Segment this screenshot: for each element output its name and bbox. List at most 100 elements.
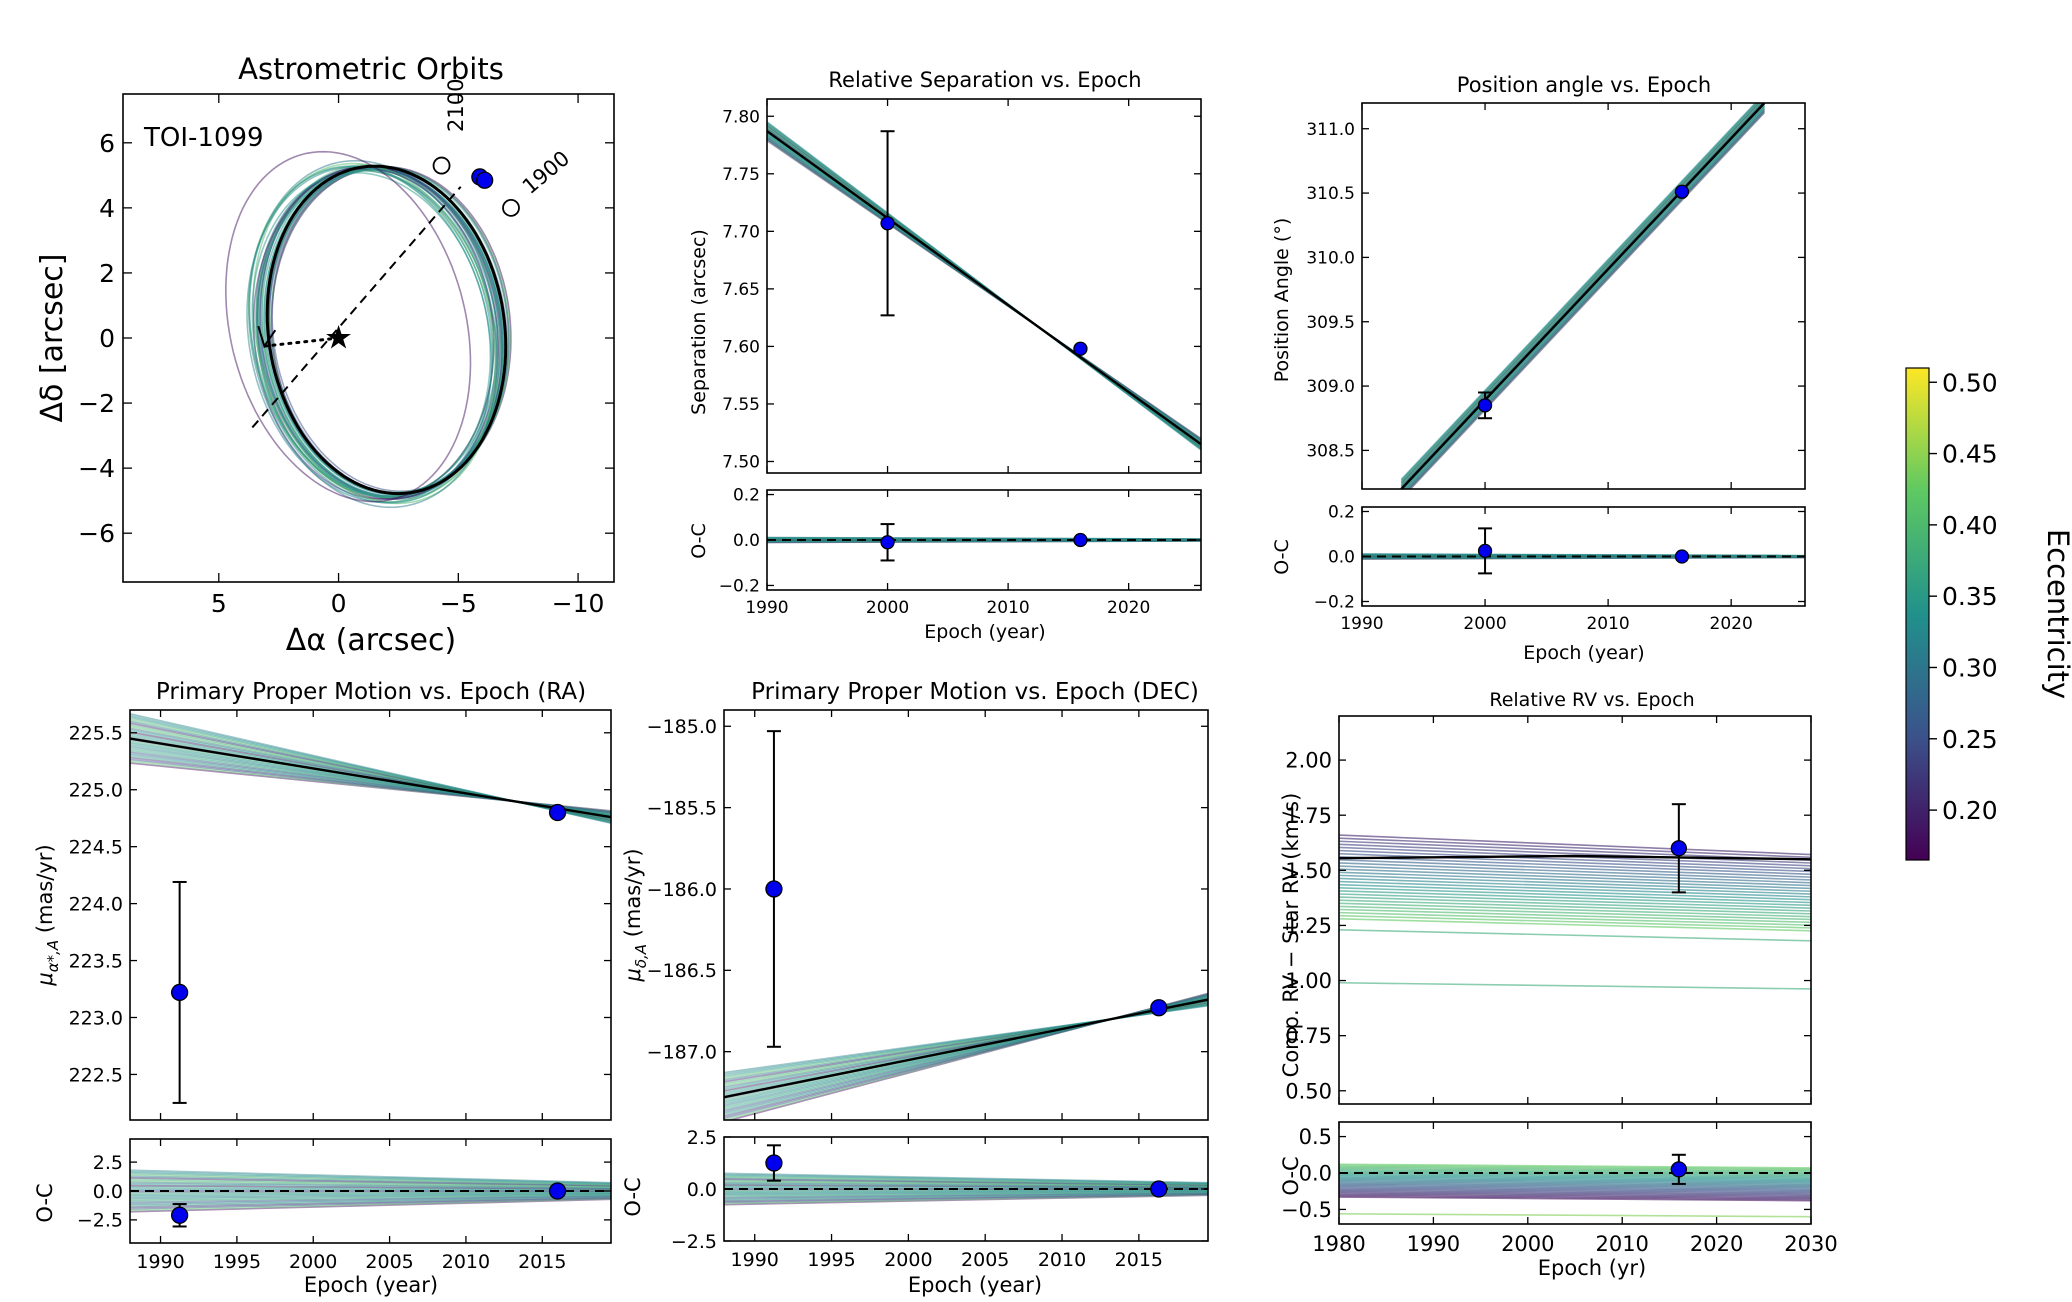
ytick-label: 7.60 <box>722 338 760 358</box>
residual-track <box>724 1180 1208 1187</box>
data-point <box>1150 999 1168 1017</box>
best-fit-line <box>767 130 1201 446</box>
posterior-track <box>1339 859 1811 878</box>
ytick-label: 7.70 <box>722 222 760 242</box>
xtick-label: 1980 <box>1312 1232 1365 1256</box>
residual-track <box>1339 1213 1811 1218</box>
xtick-label: 0 <box>331 589 347 618</box>
pmdec-residual-tracks <box>724 1172 1208 1206</box>
data-point <box>170 1206 189 1224</box>
posterior-track <box>767 138 1201 441</box>
posterior-track <box>1339 855 1811 876</box>
posterior-track <box>1339 883 1811 901</box>
xtick-label: 2020 <box>1107 598 1150 618</box>
residual-track <box>724 1192 1208 1200</box>
residual-track <box>1362 554 1805 557</box>
ytick-label: −2 <box>78 389 115 418</box>
data-point <box>1073 341 1088 356</box>
ytick-label: −186.5 <box>647 960 717 982</box>
residual-track <box>724 1174 1208 1185</box>
ytick-label: −6 <box>78 519 115 548</box>
pm-ra-residual-ylabel: O-C <box>33 1183 57 1222</box>
rv-residual-plot: 0.5 0.0 −0.5 1980 1990 2000 2010 2020 2030 <box>1281 1121 1838 1256</box>
residual-track <box>130 1169 611 1184</box>
xtick-label: 2010 <box>442 1251 490 1273</box>
xtick-label: 2015 <box>518 1251 566 1273</box>
data-point <box>548 1182 567 1200</box>
xtick-label: 1990 <box>745 598 788 618</box>
pm-dec-residual-plot: 2.5 0.0 −2.5 1990 1995 2000 2005 2010 2015 <box>671 1127 1209 1271</box>
posterior-track <box>1339 880 1811 898</box>
residual-track <box>767 540 1201 544</box>
residual-track <box>130 1198 611 1213</box>
pm-dec-title: Primary Proper Motion vs. Epoch (DEC) <box>751 679 1199 705</box>
posterior-track <box>767 122 1201 450</box>
residual-track <box>1339 1175 1811 1181</box>
epoch-1900-marker <box>502 198 520 217</box>
ytick-label: 224.0 <box>69 893 123 915</box>
residual-track <box>130 1186 611 1191</box>
ytick-label: 308.5 <box>1306 442 1355 462</box>
xtick-label: 1990 <box>731 1249 779 1271</box>
residual-track <box>130 1196 611 1209</box>
axes-frame <box>766 98 1202 474</box>
orbit-track <box>248 159 498 509</box>
posterior-track <box>767 121 1201 451</box>
xtick-label: 2005 <box>961 1249 1009 1271</box>
residual-track <box>724 1184 1208 1189</box>
ytick-label: −187.0 <box>647 1042 717 1064</box>
pmdec-tracks <box>724 992 1208 1120</box>
ytick-label: 310.0 <box>1306 249 1355 269</box>
residual-track <box>130 1192 611 1199</box>
ytick-label: −0.2 <box>1314 593 1355 613</box>
position-angle-panel: Position angle vs. Epoch 308.5 309.0 309.5… <box>1271 73 1806 664</box>
residual-track <box>130 1177 611 1187</box>
posterior-track <box>1339 981 1811 990</box>
posterior-track <box>1400 103 1763 487</box>
position-angle-main-plot: 308.5 309.0 309.5 310.0 310.5 311.0 <box>1306 102 1806 490</box>
posterior-track <box>1339 886 1811 904</box>
posterior-track <box>1402 104 1766 489</box>
ytick-label: 1.00 <box>1285 969 1332 993</box>
ytick-label: 223.5 <box>69 950 123 972</box>
best-fit-line <box>1339 854 1811 861</box>
xtick-label: −5 <box>440 589 477 618</box>
residual-track <box>130 1183 611 1190</box>
pm-dec-ylabel: μδ,A (mas/yr) <box>621 848 650 982</box>
separation-panel: Relative Separation vs. Epoch 7.507.557.… <box>688 68 1202 643</box>
posterior-track <box>1339 890 1811 907</box>
ytick-label: 1.50 <box>1285 859 1332 883</box>
posterior-track <box>1404 107 1766 489</box>
ytick-label: −2.5 <box>77 1210 123 1232</box>
residual-track <box>1362 556 1805 559</box>
pm-dec-panel: Primary Proper Motion vs. Epoch (DEC) −1… <box>621 679 1209 1297</box>
separation-title: Relative Separation vs. Epoch <box>828 68 1141 92</box>
ytick-label: −186.0 <box>647 879 717 901</box>
residual-track <box>130 1184 611 1190</box>
colorbar-tick-label: 0.40 <box>1942 511 1998 540</box>
residual-track <box>724 1181 1208 1188</box>
posterior-track <box>1400 103 1764 488</box>
ytick-label: 0.2 <box>733 486 760 506</box>
orbit-track <box>246 166 494 504</box>
posterior-track <box>1339 868 1811 887</box>
data-point <box>1670 1161 1687 1178</box>
xtick-label: 2010 <box>1586 614 1629 634</box>
axes-frame <box>1361 102 1806 490</box>
best-fit-line <box>1400 103 1766 489</box>
residual-track <box>130 1175 611 1186</box>
ytick-label: 4 <box>99 194 115 223</box>
rv-panel: Relative RV vs. Epoch 0.50 0.75 1.00 1.25 1.… <box>1279 689 1838 1280</box>
xtick-label: 1995 <box>213 1251 261 1273</box>
position-angle-residual-ylabel: O-C <box>1271 539 1293 575</box>
orbit-track-group <box>224 150 512 509</box>
ytick-label: 223.0 <box>69 1007 123 1029</box>
pm-ra-ylabel: μα*,A (mas/yr) <box>33 844 62 986</box>
xtick-label: 2000 <box>866 598 909 618</box>
residual-track <box>724 1194 1208 1206</box>
separation-residual-ylabel: O-C <box>688 523 710 559</box>
posterior-track <box>1407 109 1766 489</box>
ytick-label: 225.0 <box>69 780 123 802</box>
residual-track <box>130 1197 611 1210</box>
